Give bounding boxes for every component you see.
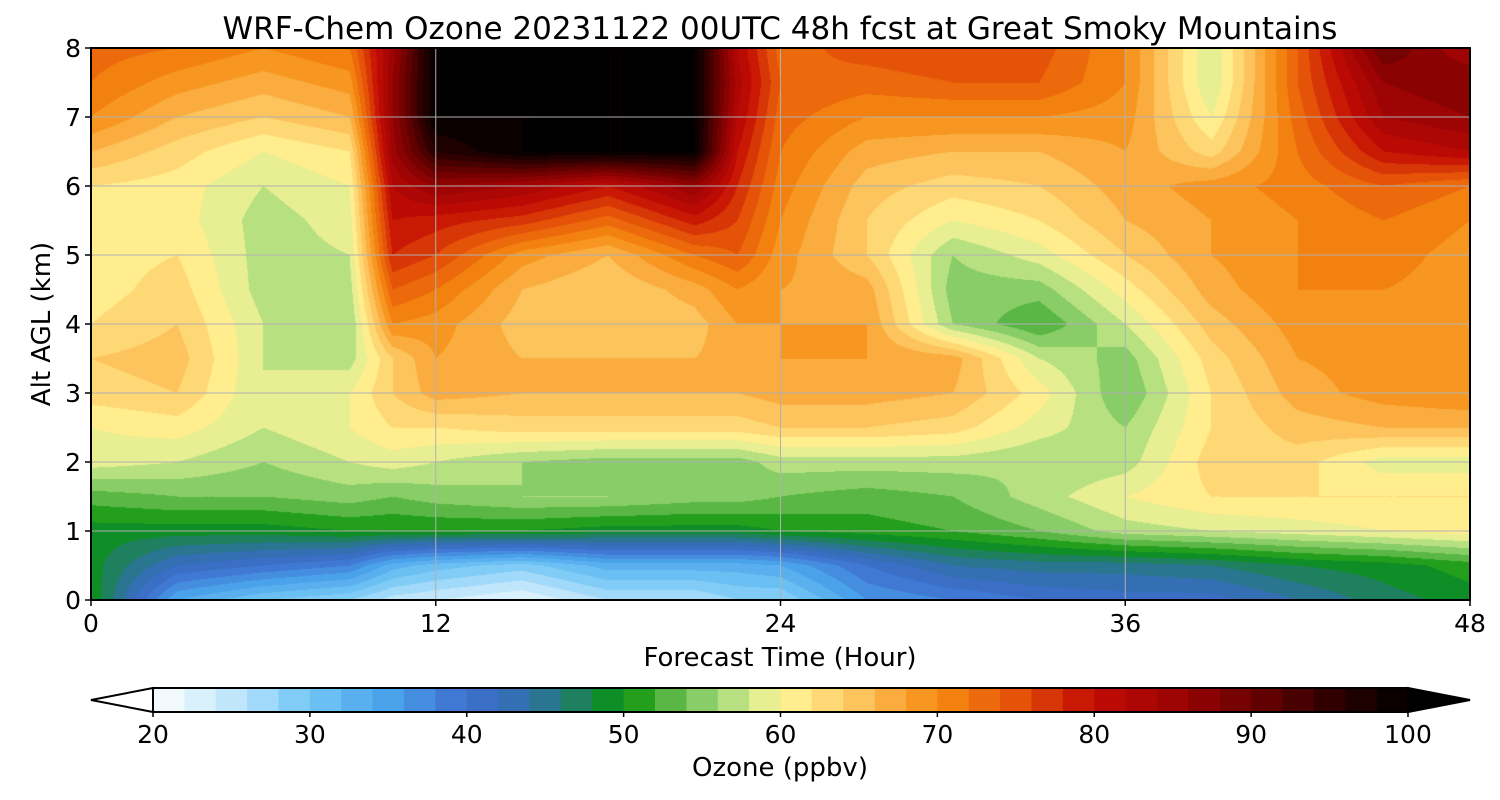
y-tick-label: 3 (65, 379, 81, 408)
colorbar-segment (215, 688, 248, 712)
colorbar-segment (278, 688, 311, 712)
y-tick-label: 6 (65, 172, 81, 201)
colorbar-segment (1157, 688, 1189, 712)
colorbar-segment (811, 688, 844, 712)
colorbar-tick-label: 50 (608, 720, 640, 749)
colorbar-segment (874, 688, 907, 712)
colorbar-segment (309, 688, 342, 712)
colorbar-segment (1031, 688, 1064, 712)
colorbar-segment (372, 688, 405, 712)
colorbar-extend-low (90, 686, 154, 714)
colorbar-segment (968, 688, 1001, 712)
colorbar-tick-label: 60 (765, 720, 797, 749)
chart-title: WRF-Chem Ozone 20231122 00UTC 48h fcst a… (223, 11, 1338, 47)
colorbar-tick-label: 70 (921, 720, 953, 749)
colorbar-segment (1125, 688, 1158, 712)
colorbar-segment (906, 688, 938, 712)
colorbar-segment (749, 688, 782, 712)
colorbar-segment (1219, 688, 1252, 712)
colorbar-segment (843, 688, 876, 712)
colorbar-segment (1000, 688, 1033, 712)
colorbar-segment (247, 688, 280, 712)
colorbar-segment (560, 688, 593, 712)
colorbar-segment (1188, 688, 1221, 712)
x-tick-label: 48 (1454, 609, 1486, 638)
colorbar-segment (655, 688, 687, 712)
colorbar-tick-label: 90 (1235, 720, 1267, 749)
colorbar-segment (184, 688, 217, 712)
colorbar-segment (1313, 688, 1346, 712)
colorbar-tick-label: 40 (451, 720, 483, 749)
y-tick-label: 4 (65, 310, 81, 339)
colorbar-segment (592, 688, 625, 712)
x-tick-label: 24 (765, 609, 797, 638)
x-axis-label: Forecast Time (Hour) (643, 643, 916, 673)
colorbar-tick-label: 30 (294, 720, 326, 749)
y-tick-label: 0 (65, 586, 81, 615)
colorbar-segment (780, 688, 813, 712)
y-axis-ticks: 0 1 2 3 4 5 6 7 8 (65, 34, 91, 615)
colorbar-segment (1345, 688, 1378, 712)
x-tick-label: 0 (83, 609, 99, 638)
colorbar-segment (466, 688, 499, 712)
colorbar-ticks: 20 30 40 50 60 70 80 90 100 (137, 712, 1432, 749)
colorbar-segment (341, 688, 374, 712)
x-tick-label: 12 (420, 609, 452, 638)
colorbar-segment (686, 688, 719, 712)
x-tick-label: 36 (1109, 609, 1141, 638)
colorbar-segment (1282, 688, 1315, 712)
colorbar-segment (1251, 688, 1284, 712)
colorbar-segment (1062, 688, 1095, 712)
colorbar-tick-label: 80 (1078, 720, 1110, 749)
colorbar-tick-label: 100 (1384, 720, 1432, 749)
x-axis-ticks: 0 12 24 36 48 (83, 600, 1486, 638)
colorbar-segment (404, 688, 436, 712)
y-tick-label: 2 (65, 448, 81, 477)
colorbar-extend-high (1407, 686, 1471, 714)
colorbar-label: Ozone (ppbv) (692, 753, 868, 783)
y-tick-label: 5 (65, 241, 81, 270)
y-tick-label: 7 (65, 103, 81, 132)
colorbar-segment (435, 688, 468, 712)
colorbar-segment (717, 688, 750, 712)
colorbar-segment (937, 688, 970, 712)
colorbar: 20 30 40 50 60 70 80 90 100 Ozone (ppbv) (90, 686, 1471, 783)
colorbar-tick-label: 20 (137, 720, 169, 749)
y-axis-label: Alt AGL (km) (27, 242, 57, 406)
colorbar-segment (1376, 688, 1409, 712)
y-tick-label: 1 (65, 517, 81, 546)
y-tick-label: 8 (65, 34, 81, 63)
colorbar-segment (153, 688, 185, 712)
colorbar-segment (498, 688, 531, 712)
colorbar-segment (623, 688, 656, 712)
colorbar-segment (529, 688, 562, 712)
colorbar-segments (153, 688, 1409, 712)
colorbar-segment (1094, 688, 1127, 712)
